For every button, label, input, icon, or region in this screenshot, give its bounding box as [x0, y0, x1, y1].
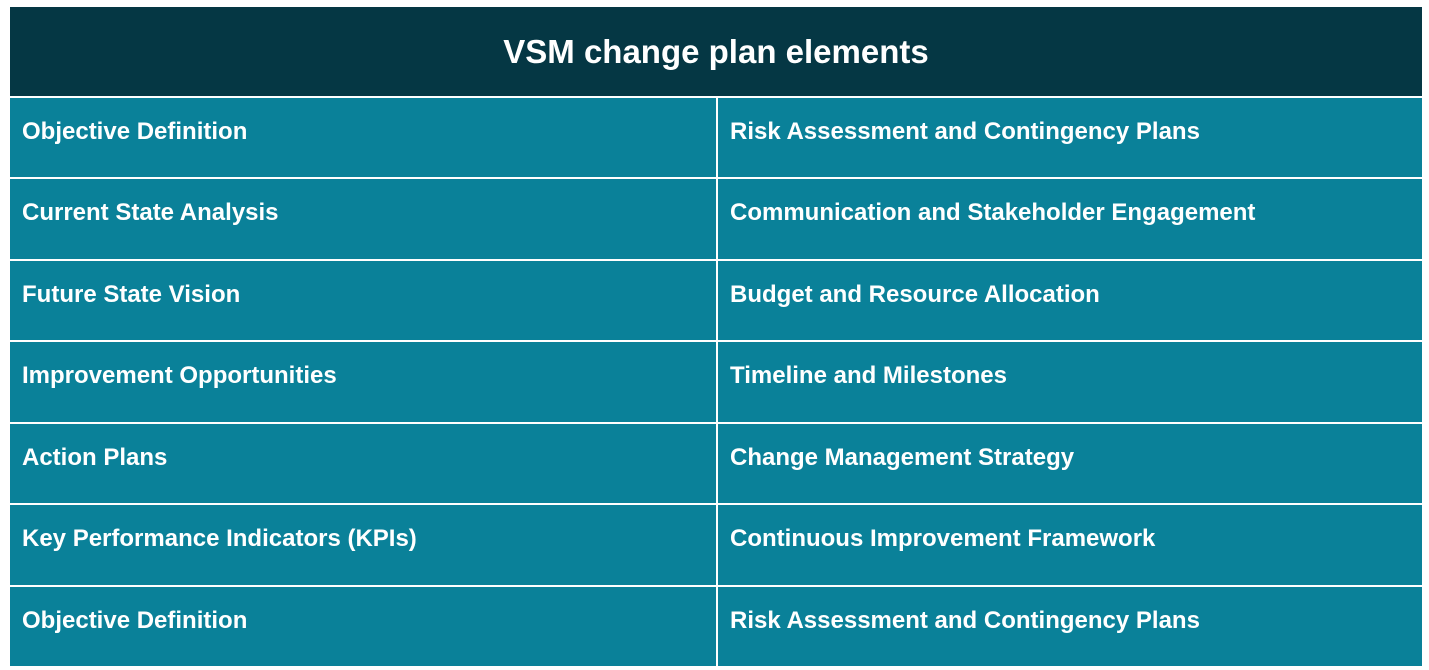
- table-title: VSM change plan elements: [10, 7, 1422, 96]
- change-plan-table: VSM change plan elements Objective Defin…: [10, 7, 1422, 666]
- table-cell-left: Improvement Opportunities: [10, 342, 716, 422]
- table-cell-left: Key Performance Indicators (KPIs): [10, 505, 716, 585]
- table-cell-right: Continuous Improvement Framework: [718, 505, 1422, 585]
- table-cell-right: Risk Assessment and Contingency Plans: [718, 98, 1422, 178]
- table-cell-right: Budget and Resource Allocation: [718, 260, 1422, 341]
- table-cell-right: Change Management Strategy: [718, 423, 1422, 504]
- table-cell-left: Current State Analysis: [10, 179, 716, 259]
- table-cell-right: Risk Assessment and Contingency Plans: [718, 586, 1422, 666]
- table-cell-right: Communication and Stakeholder Engagement: [718, 179, 1422, 259]
- table-cell-left: Objective Definition: [10, 98, 716, 178]
- table-body: Objective Definition Risk Assessment and…: [10, 98, 1422, 666]
- table-cell-left: Action Plans: [10, 423, 716, 504]
- table-cell-left: Future State Vision: [10, 260, 716, 341]
- table-cell-right: Timeline and Milestones: [718, 342, 1422, 422]
- table-cell-left: Objective Definition: [10, 586, 716, 666]
